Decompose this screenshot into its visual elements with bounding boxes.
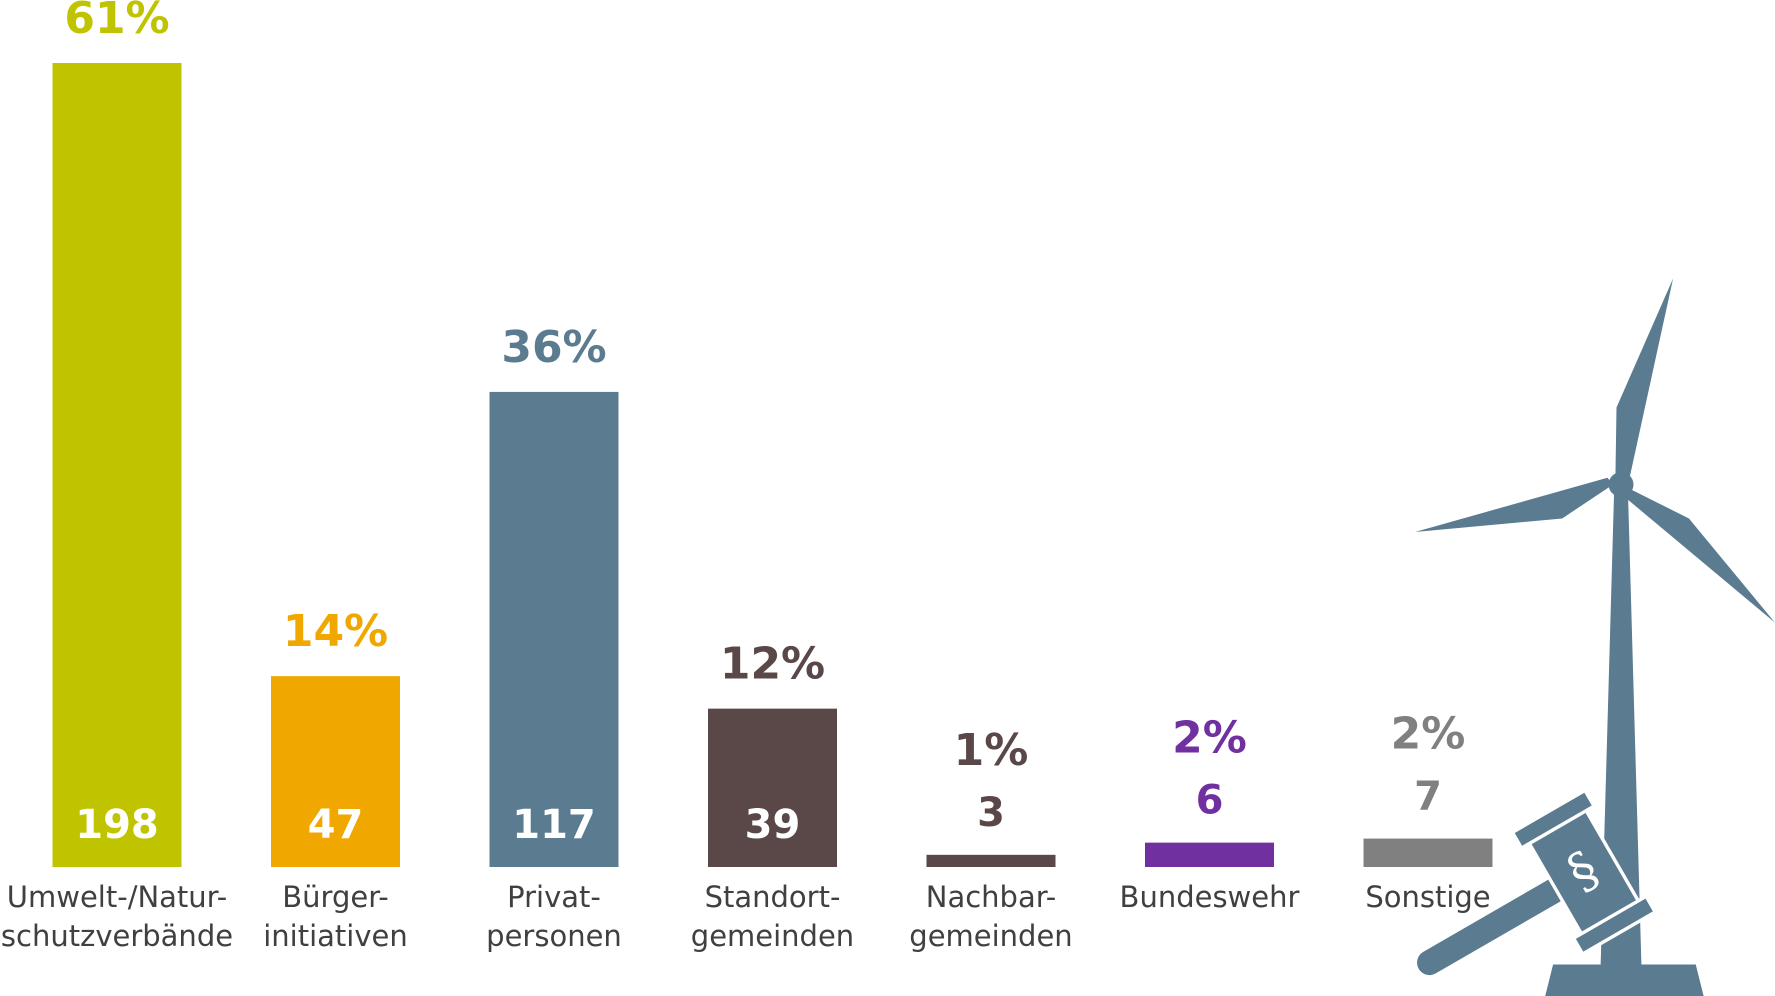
bar — [927, 855, 1056, 867]
category-label: Nachbar- — [926, 880, 1057, 914]
percent-label: 2% — [1172, 713, 1247, 764]
count-label: 7 — [1414, 774, 1442, 820]
bar — [490, 392, 619, 867]
bar — [1364, 839, 1493, 867]
category-label: Bürger- — [282, 880, 388, 914]
base — [1545, 964, 1703, 996]
category-label: Privat- — [507, 880, 601, 914]
bar — [1145, 843, 1274, 867]
category-label: personen — [486, 919, 622, 953]
chart: § 19861%Umwelt-/Natur-schutzverbände4714… — [0, 0, 1775, 996]
count-label: 6 — [1196, 778, 1224, 824]
percent-label: 1% — [954, 725, 1029, 776]
percent-label: 12% — [720, 639, 825, 690]
category-label: Standort- — [705, 880, 841, 914]
count-label: 117 — [512, 802, 596, 848]
page: § 19861%Umwelt-/Natur-schutzverbände4714… — [0, 0, 1775, 996]
category-label: gemeinden — [909, 919, 1072, 953]
category-label: Umwelt-/Natur- — [7, 880, 227, 914]
percent-label: 2% — [1391, 709, 1466, 760]
bar — [53, 63, 182, 867]
count-label: 39 — [745, 802, 801, 848]
percent-label: 36% — [501, 322, 606, 373]
category-label: schutzverbände — [1, 919, 233, 953]
count-label: 47 — [308, 802, 364, 848]
count-label: 198 — [75, 802, 159, 848]
category-label: initiativen — [263, 919, 408, 953]
percent-label: 61% — [64, 0, 169, 44]
hub — [1609, 472, 1634, 497]
category-label: Bundeswehr — [1120, 880, 1300, 914]
category-label: Sonstige — [1365, 880, 1490, 914]
blade — [1415, 478, 1613, 532]
count-label: 3 — [977, 790, 1005, 836]
percent-label: 14% — [283, 606, 388, 657]
category-label: gemeinden — [691, 919, 854, 953]
blade — [1623, 489, 1775, 623]
blade — [1615, 278, 1673, 481]
